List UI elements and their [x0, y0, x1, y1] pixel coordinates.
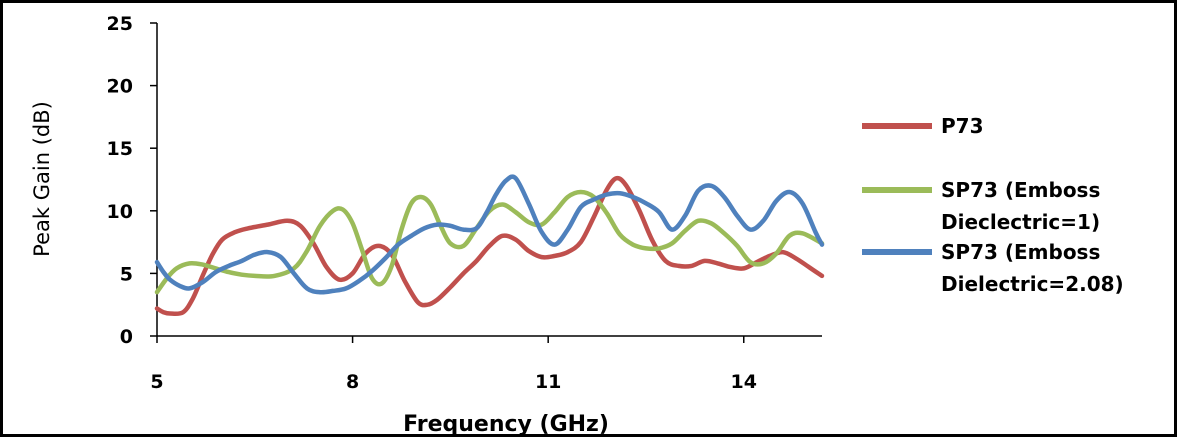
- x-axis-title: Frequency (GHz): [403, 412, 609, 437]
- y-tick-label: 25: [107, 13, 133, 35]
- legend: P73 SP73 (Emboss Dieclectric=1) SP73 (Embos…: [862, 114, 1124, 296]
- y-tick-label: 15: [107, 138, 133, 160]
- x-tick-label: 14: [731, 371, 757, 393]
- y-tick-label: 10: [107, 201, 133, 223]
- y-axis-title: Peak Gain (dB): [30, 101, 54, 257]
- series-p73-line: [154, 175, 825, 317]
- y-tick-label: 0: [120, 326, 133, 348]
- x-tick-label: 5: [150, 371, 163, 393]
- legend-label: Dielectric=2.08): [941, 272, 1124, 296]
- series-sp73-emboss-1-line: [154, 189, 825, 295]
- axes: 0 5 10 15 20 25 5 8 11 14: [107, 13, 822, 393]
- x-tick-label: 11: [535, 371, 561, 393]
- legend-label: Dieclectric=1): [941, 210, 1100, 234]
- legend-label: SP73 (Emboss: [941, 178, 1100, 202]
- legend-label: P73: [941, 114, 984, 138]
- y-tick-label: 5: [120, 263, 133, 285]
- series-layer: [154, 174, 825, 317]
- x-tick-label: 8: [346, 371, 359, 393]
- y-tick-label: 20: [107, 76, 133, 98]
- legend-label: SP73 (Emboss: [941, 240, 1100, 264]
- series-sp73-emboss-2-08-line: [154, 174, 825, 295]
